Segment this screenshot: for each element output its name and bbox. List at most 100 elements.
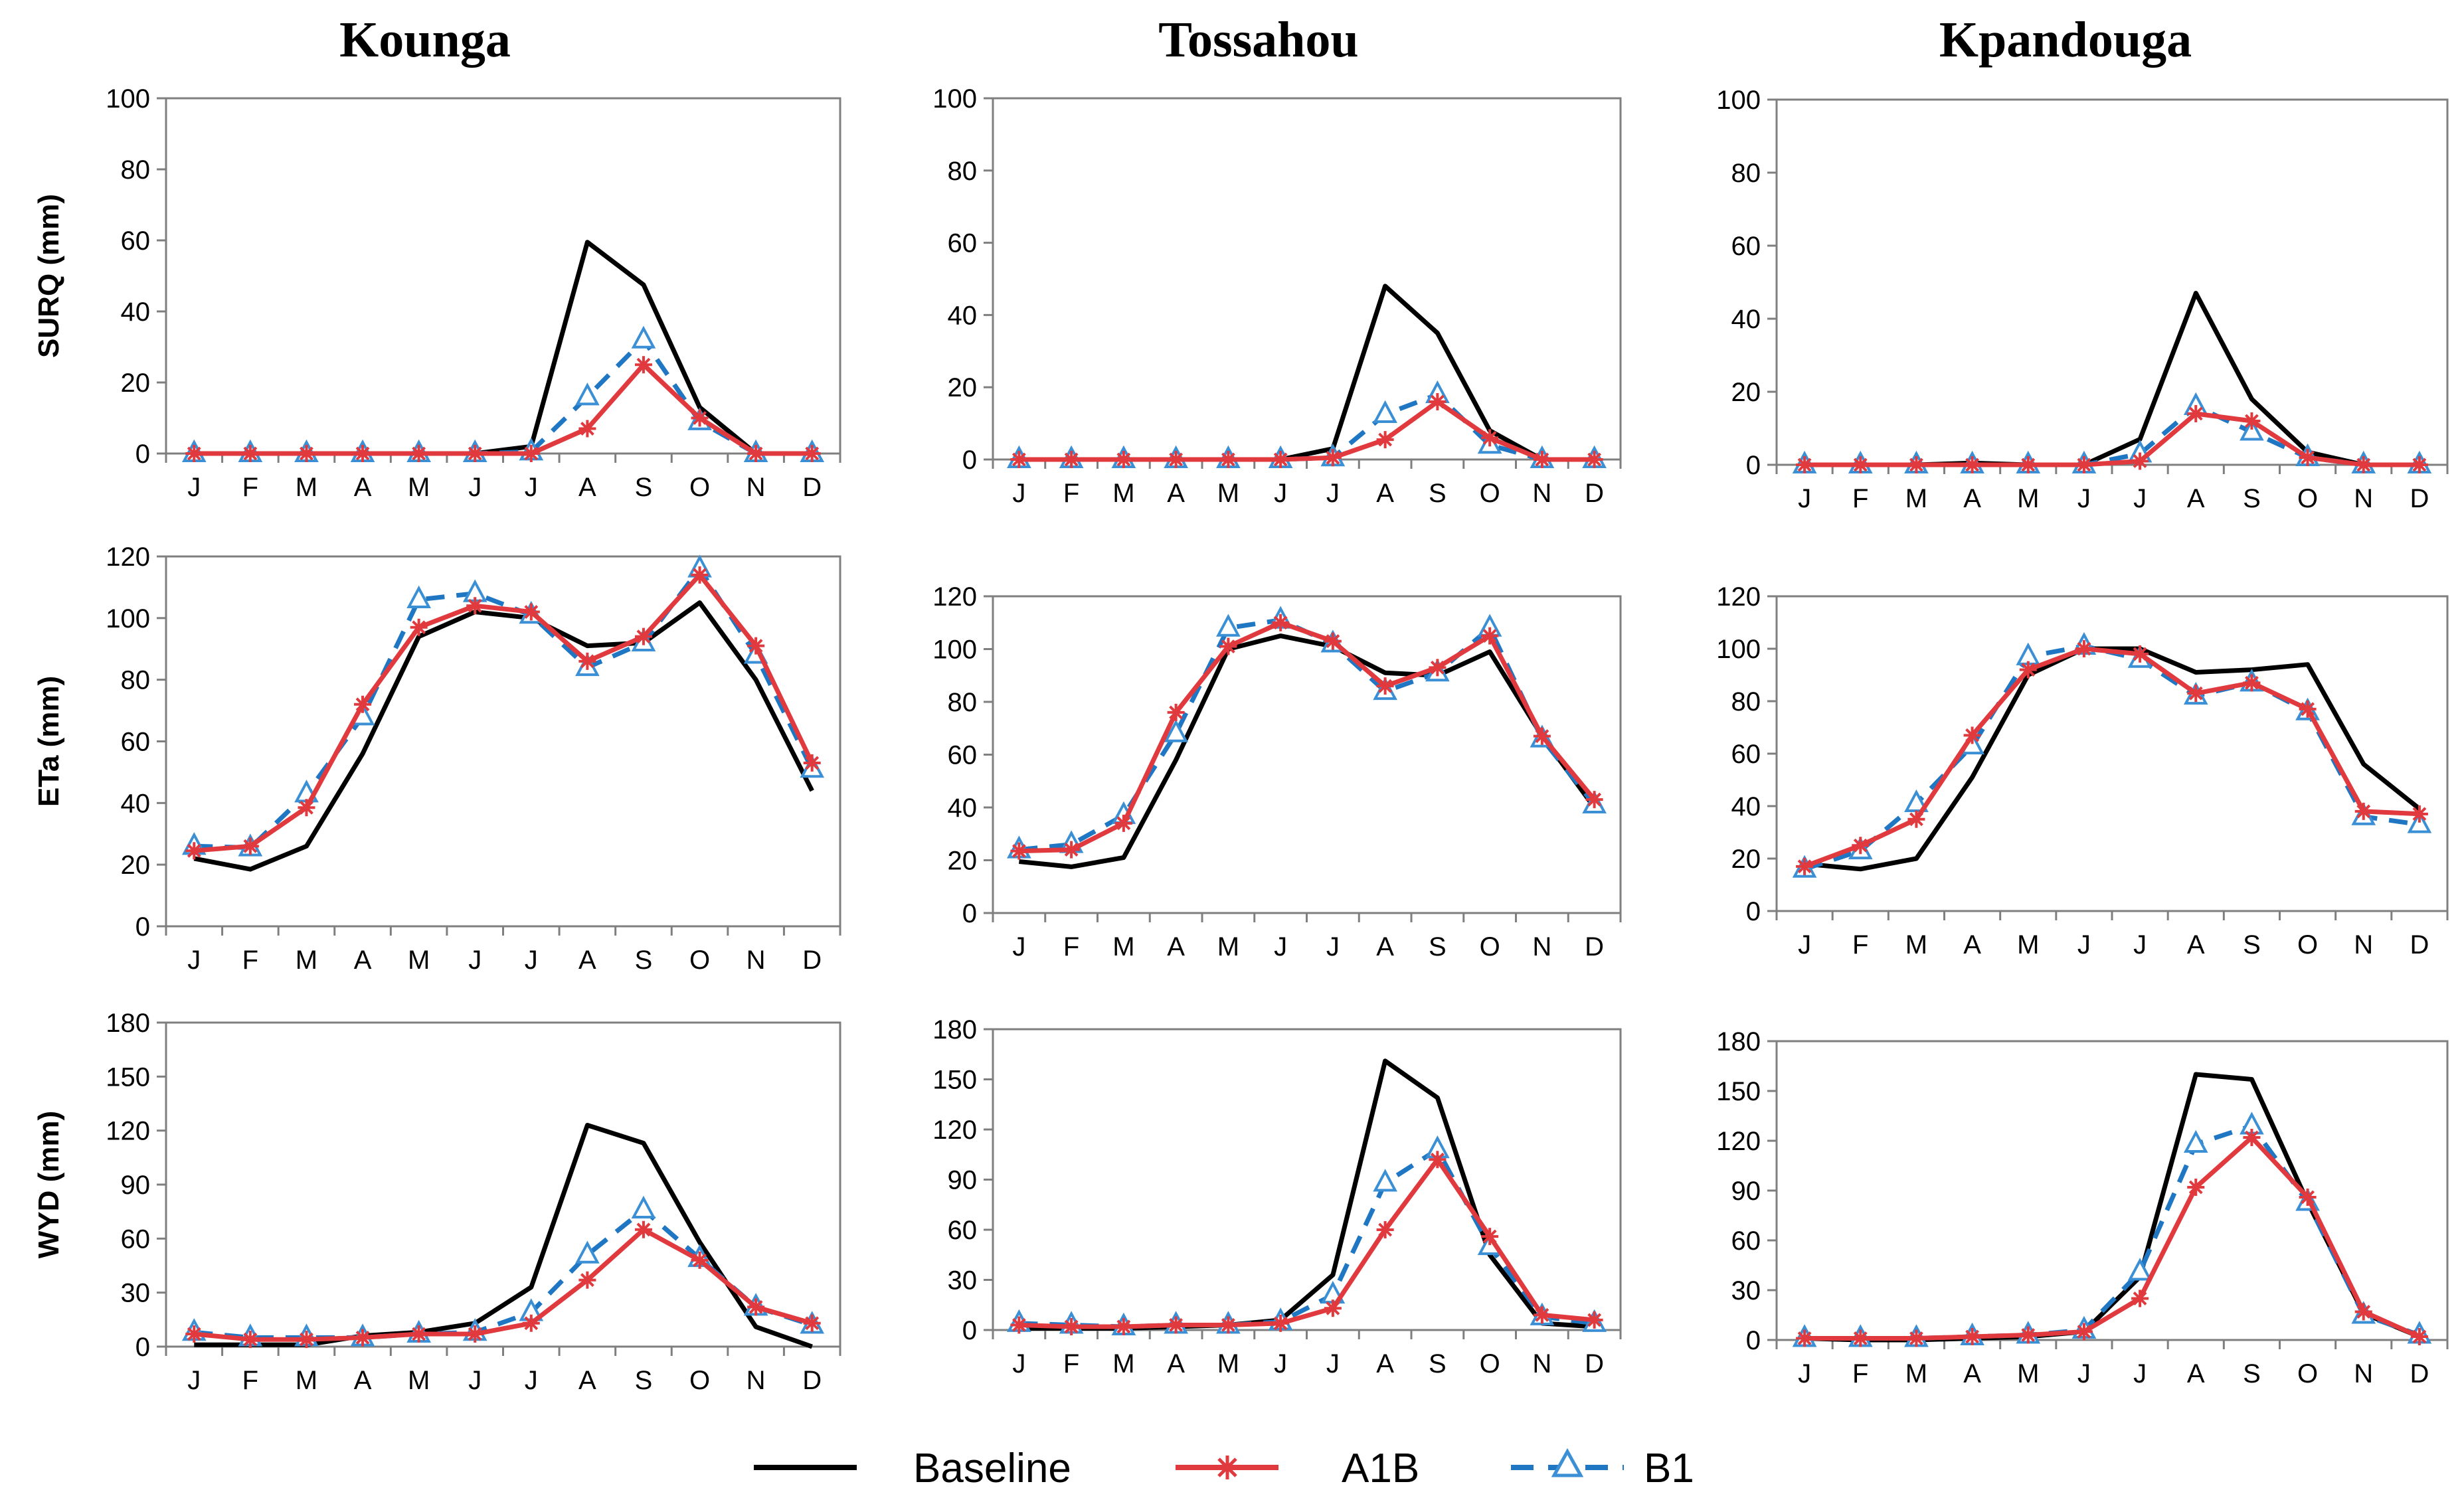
data-point-a1b: [1219, 637, 1237, 655]
data-point-a1b: [747, 637, 765, 655]
x-tick-label: D: [1585, 932, 1604, 961]
legend-baseline-label: Baseline: [913, 1446, 1071, 1491]
data-point-a1b: [241, 1331, 259, 1349]
x-tick-label: M: [296, 946, 317, 975]
series-line-a1b: [1019, 1157, 1595, 1329]
data-point-b1: [575, 1240, 600, 1264]
x-tick-label: A: [578, 946, 596, 975]
y-tick-label: 0: [1746, 1326, 1761, 1355]
x-tick-label: D: [2410, 930, 2429, 959]
x-tick-label: O: [2297, 930, 2318, 959]
data-point-b1: [1373, 400, 1397, 423]
legend: Baseline A1B B1: [754, 1446, 1694, 1491]
x-tick-label: A: [2187, 1359, 2205, 1388]
panel-kounga-wyd: 0 30 60 90 120 150 180 J F M A M J J A S O N D WYD (mm): [33, 1009, 841, 1395]
x-tick-label: J: [525, 473, 538, 502]
legend-a1b-label: A1B: [1342, 1446, 1419, 1491]
data-point-b1: [2183, 1129, 2208, 1153]
x-tick-label: A: [354, 1366, 372, 1395]
x-tick-label: J: [2077, 1359, 2091, 1388]
data-point-a1b: [1907, 456, 1925, 473]
data-point-a1b: [2410, 1328, 2428, 1345]
data-point-b1: [2127, 1258, 2153, 1281]
y-tick-label: 30: [948, 1266, 978, 1295]
panel-kpandouga-surq: 0 20 40 60 80 100 J F M A M J J A S O N D: [1716, 86, 2449, 513]
data-point-a1b: [1585, 791, 1603, 809]
x-tick-label: J: [468, 1366, 482, 1395]
data-point-a1b: [691, 1251, 709, 1269]
x-tick-label: F: [242, 1366, 258, 1395]
y-tick-label: 150: [106, 1062, 150, 1092]
panel-kounga-eta: 0 20 40 60 80 100 120 J F M A M J J A S O N D ETa (mm): [33, 542, 841, 975]
data-point-a1b: [2187, 685, 2205, 703]
data-point-b1: [406, 585, 431, 608]
series-a1b: [1010, 1151, 1603, 1335]
y-tick-label: 20: [1731, 845, 1761, 874]
x-tick-label: M: [1217, 932, 1239, 961]
data-point-a1b: [1796, 456, 1814, 473]
x-tick-label: O: [2297, 1359, 2318, 1388]
y-tick-label: 40: [121, 789, 151, 818]
y-tick-label: 0: [962, 1316, 977, 1345]
plot-frame: [1775, 1040, 2449, 1341]
x-tick-label: O: [689, 1366, 710, 1395]
data-point-a1b: [1429, 1151, 1447, 1169]
data-point-a1b: [2354, 1303, 2372, 1321]
x-tick-label: F: [242, 946, 258, 975]
data-point-a1b: [1114, 1317, 1132, 1335]
panel-kpandouga-eta: 0 20 40 60 80 100 120 J F M A M J J A S O N D: [1716, 582, 2449, 959]
panel-tossahou-eta: 0 20 40 60 80 100 120 J F M A M J J A S O N D: [932, 582, 1622, 961]
series-a1b: [1796, 1129, 2428, 1347]
data-point-a1b: [1219, 451, 1237, 468]
x-tick-label: O: [689, 473, 710, 502]
data-point-a1b: [2354, 456, 2372, 473]
data-point-a1b: [2243, 674, 2261, 692]
data-point-b1: [575, 382, 600, 406]
x-tick-label: J: [187, 1366, 201, 1395]
panel-tossahou-wyd: 0 30 60 90 120 150 180 J F M A M J J A S O N D: [932, 1015, 1622, 1378]
y-tick-label: 0: [962, 899, 977, 928]
y-tick-label: 120: [1716, 1127, 1761, 1156]
x-tick-label: F: [1852, 930, 1868, 959]
data-point-a1b: [1533, 1306, 1551, 1324]
data-point-a1b: [1429, 659, 1447, 677]
legend-b1-marker: [1551, 1448, 1584, 1477]
y-tick-label: 40: [948, 793, 978, 823]
x-tick-label: N: [747, 473, 766, 502]
column-title-kpandouga: Kpandouga: [1939, 12, 2192, 68]
data-point-a1b: [2075, 1323, 2093, 1341]
x-tick-label: A: [1376, 1349, 1394, 1378]
y-tick-label: 120: [106, 1117, 150, 1146]
column-title-kounga: Kounga: [339, 12, 511, 68]
y-tick-label: 40: [948, 301, 978, 330]
y-tick-label: 0: [135, 912, 150, 942]
data-point-a1b: [1963, 456, 1981, 473]
x-tick-label: F: [1063, 479, 1079, 508]
y-tick-label: 150: [1716, 1077, 1761, 1106]
series-line-a1b: [193, 1227, 813, 1342]
x-tick-label: D: [1585, 479, 1604, 508]
data-point-a1b: [1272, 614, 1290, 631]
data-point-a1b: [1907, 810, 1925, 828]
series-line-a1b: [1019, 399, 1595, 462]
x-tick-label: J: [1274, 479, 1287, 508]
x-tick-label: J: [468, 946, 482, 975]
x-tick-label: N: [747, 1366, 766, 1395]
data-point-b1: [1373, 1169, 1397, 1192]
x-tick-label: A: [578, 1366, 596, 1395]
y-tick-label: 20: [121, 369, 151, 398]
data-point-a1b: [634, 627, 652, 645]
legend-a1b-marker: [1215, 1456, 1239, 1479]
y-tick-label: 0: [1746, 897, 1761, 926]
data-point-b1: [631, 1195, 656, 1218]
x-tick-label: M: [1905, 1359, 1927, 1388]
data-point-a1b: [1376, 677, 1394, 695]
data-point-a1b: [466, 597, 484, 615]
data-point-a1b: [2075, 456, 2093, 473]
data-point-a1b: [1167, 703, 1185, 721]
x-tick-label: N: [747, 946, 766, 975]
plot-frame: [165, 1021, 841, 1348]
x-tick-label: M: [1217, 1349, 1239, 1378]
y-tick-label: 120: [106, 542, 150, 572]
